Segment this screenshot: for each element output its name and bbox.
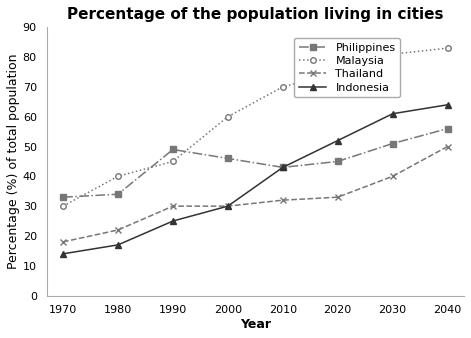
Title: Percentage of the population living in cities: Percentage of the population living in c… [67,7,444,22]
Indonesia [335,139,341,143]
Philippines [445,127,450,131]
Indonesia [390,112,396,116]
Malaysia [115,174,121,178]
Malaysia [60,204,66,208]
Philippines [115,192,121,196]
Philippines [170,147,176,151]
Philippines [225,156,231,161]
Line: Malaysia: Malaysia [60,45,450,209]
Philippines [335,160,341,164]
Y-axis label: Percentage (%) of total population: Percentage (%) of total population [7,54,20,269]
Malaysia [445,46,450,50]
Indonesia [280,165,285,169]
Indonesia [225,204,231,208]
Legend: Philippines, Malaysia, Thailand, Indonesia: Philippines, Malaysia, Thailand, Indones… [294,38,400,97]
Thailand [280,198,285,202]
Thailand [60,240,66,244]
Thailand [390,174,396,178]
Line: Thailand: Thailand [59,143,451,245]
Indonesia [60,252,66,256]
Line: Philippines: Philippines [60,126,450,200]
Thailand [225,204,231,208]
Malaysia [390,52,396,56]
X-axis label: Year: Year [240,318,271,331]
Philippines [280,165,285,169]
Thailand [170,204,176,208]
Indonesia [115,243,121,247]
Indonesia [170,219,176,223]
Malaysia [335,70,341,74]
Malaysia [170,160,176,164]
Line: Indonesia: Indonesia [60,102,450,257]
Malaysia [280,85,285,89]
Indonesia [445,103,450,107]
Thailand [445,144,450,148]
Philippines [390,142,396,146]
Malaysia [225,115,231,119]
Thailand [335,195,341,199]
Thailand [115,228,121,232]
Philippines [60,195,66,199]
